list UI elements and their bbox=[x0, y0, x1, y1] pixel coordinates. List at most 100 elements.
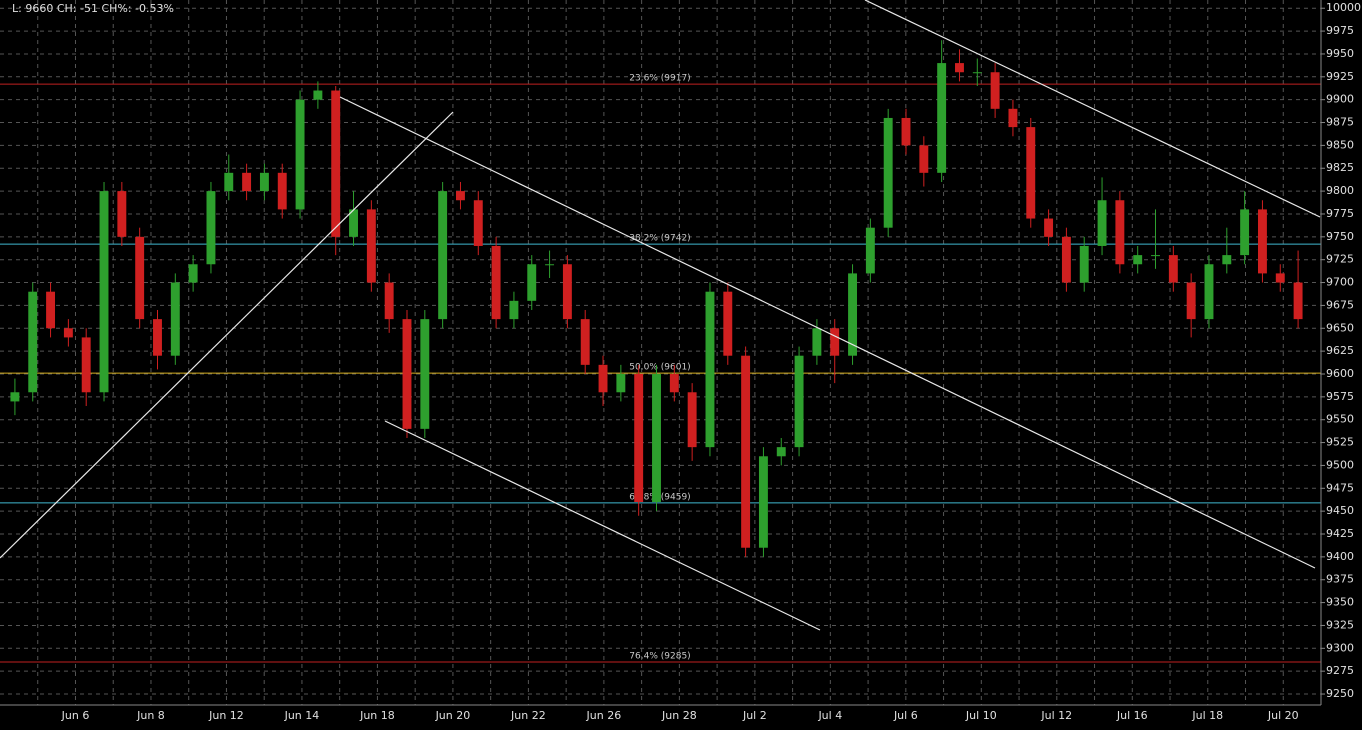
x-tick-label: Jun 22 bbox=[510, 709, 546, 722]
trendline bbox=[0, 111, 454, 559]
candle-body bbox=[687, 392, 697, 448]
y-tick-label: 9475 bbox=[1326, 481, 1354, 494]
candle-body bbox=[384, 282, 394, 320]
candle-body bbox=[1257, 209, 1267, 274]
candle-body bbox=[81, 337, 91, 393]
candle-body bbox=[224, 172, 234, 192]
candle-body bbox=[1222, 255, 1232, 265]
candle-body bbox=[491, 245, 501, 320]
candle-body bbox=[616, 373, 626, 393]
x-tick-label: Jun 6 bbox=[61, 709, 90, 722]
levels: 23.6% (9917)38.2% (9742)50.0% (9601)61.8… bbox=[0, 74, 1321, 663]
fib-label: 76.4% (9285) bbox=[629, 652, 690, 662]
candle-body bbox=[331, 90, 341, 237]
x-tick-label: Jun 26 bbox=[586, 709, 622, 722]
y-tick-label: 9950 bbox=[1326, 47, 1354, 60]
candle-body bbox=[865, 227, 875, 274]
y-tick-label: 9325 bbox=[1326, 618, 1354, 631]
grid bbox=[0, 0, 1325, 705]
candle-body bbox=[545, 264, 555, 266]
candle-body bbox=[901, 117, 911, 146]
x-tick-label: Jul 18 bbox=[1191, 709, 1223, 722]
candle-body bbox=[1115, 200, 1125, 265]
candle-body bbox=[634, 373, 644, 503]
candle-body bbox=[313, 90, 323, 100]
candle-body bbox=[438, 191, 448, 320]
y-tick-label: 9550 bbox=[1326, 413, 1354, 426]
x-tick-label: Jul 20 bbox=[1267, 709, 1299, 722]
candle-body bbox=[28, 291, 38, 393]
y-tick-label: 9525 bbox=[1326, 436, 1354, 449]
candle-body bbox=[1008, 108, 1018, 128]
x-tick-label: Jun 18 bbox=[359, 709, 395, 722]
candle-body bbox=[830, 328, 840, 356]
x-tick-label: Jun 20 bbox=[435, 709, 471, 722]
x-tick-label: Jun 12 bbox=[208, 709, 244, 722]
candles bbox=[10, 40, 1303, 557]
y-tick-label: 9650 bbox=[1326, 321, 1354, 334]
candle-body bbox=[402, 319, 412, 429]
x-tick-label: Jul 4 bbox=[817, 709, 842, 722]
candle-body bbox=[1079, 245, 1089, 283]
y-tick-label: 9450 bbox=[1326, 504, 1354, 517]
y-tick-label: 9725 bbox=[1326, 253, 1354, 266]
candle-body bbox=[63, 328, 73, 338]
y-tick-label: 9825 bbox=[1326, 161, 1354, 174]
y-tick-label: 9975 bbox=[1326, 24, 1354, 37]
candle-body bbox=[937, 63, 947, 173]
y-tick-label: 9875 bbox=[1326, 116, 1354, 129]
candle-body bbox=[509, 300, 519, 320]
x-tick-label: Jun 8 bbox=[136, 709, 165, 722]
y-tick-label: 9600 bbox=[1326, 367, 1354, 380]
candle-body bbox=[349, 209, 358, 237]
candle-body bbox=[972, 72, 982, 74]
candle-body bbox=[10, 392, 20, 402]
candle-body bbox=[259, 172, 269, 192]
candle-body bbox=[1204, 264, 1214, 320]
y-tick-label: 9500 bbox=[1326, 458, 1354, 471]
trendlines bbox=[0, 0, 1321, 631]
candle-body bbox=[135, 236, 145, 320]
y-tick-label: 9575 bbox=[1326, 390, 1354, 403]
candle-body bbox=[456, 191, 465, 201]
candle-body bbox=[812, 328, 822, 356]
candle-body bbox=[741, 355, 751, 548]
candle-body bbox=[652, 373, 661, 503]
candle-body bbox=[206, 191, 216, 265]
candle-body bbox=[705, 291, 715, 448]
candle-body bbox=[1097, 200, 1107, 246]
candle-body bbox=[99, 191, 109, 393]
candle-body bbox=[848, 273, 857, 356]
candle-body bbox=[46, 291, 56, 329]
y-tick-label: 9700 bbox=[1326, 276, 1354, 289]
x-tick-label: Jun 28 bbox=[661, 709, 697, 722]
candle-body bbox=[1133, 255, 1143, 265]
candle-body bbox=[277, 172, 287, 210]
y-tick-label: 9675 bbox=[1326, 298, 1354, 311]
candle-body bbox=[1044, 218, 1054, 237]
y-tick-label: 9275 bbox=[1326, 664, 1354, 677]
y-tick-label: 9425 bbox=[1326, 527, 1354, 540]
x-tick-label: Jul 2 bbox=[742, 709, 767, 722]
candle-body bbox=[473, 200, 483, 246]
candle-body bbox=[117, 191, 127, 237]
fib-label: 50.0% (9601) bbox=[629, 363, 690, 373]
candle-body bbox=[758, 456, 768, 548]
y-tick-label: 9900 bbox=[1326, 93, 1354, 106]
y-tick-label: 9925 bbox=[1326, 70, 1354, 83]
trendline bbox=[864, 0, 1321, 218]
candle-body bbox=[669, 373, 679, 393]
candle-body bbox=[366, 209, 376, 283]
candle-body bbox=[955, 63, 964, 73]
candle-body bbox=[1186, 282, 1196, 320]
header: L: 9660 CH: -51 CH%: -0.53% bbox=[12, 2, 174, 15]
candle-body bbox=[919, 145, 929, 173]
candle-body bbox=[527, 264, 537, 301]
candle-body bbox=[883, 117, 893, 228]
candle-body bbox=[776, 447, 786, 457]
candle-body bbox=[562, 264, 572, 320]
y-tick-label: 9775 bbox=[1326, 207, 1354, 220]
trendline bbox=[384, 420, 821, 631]
candle-body bbox=[1168, 255, 1178, 283]
